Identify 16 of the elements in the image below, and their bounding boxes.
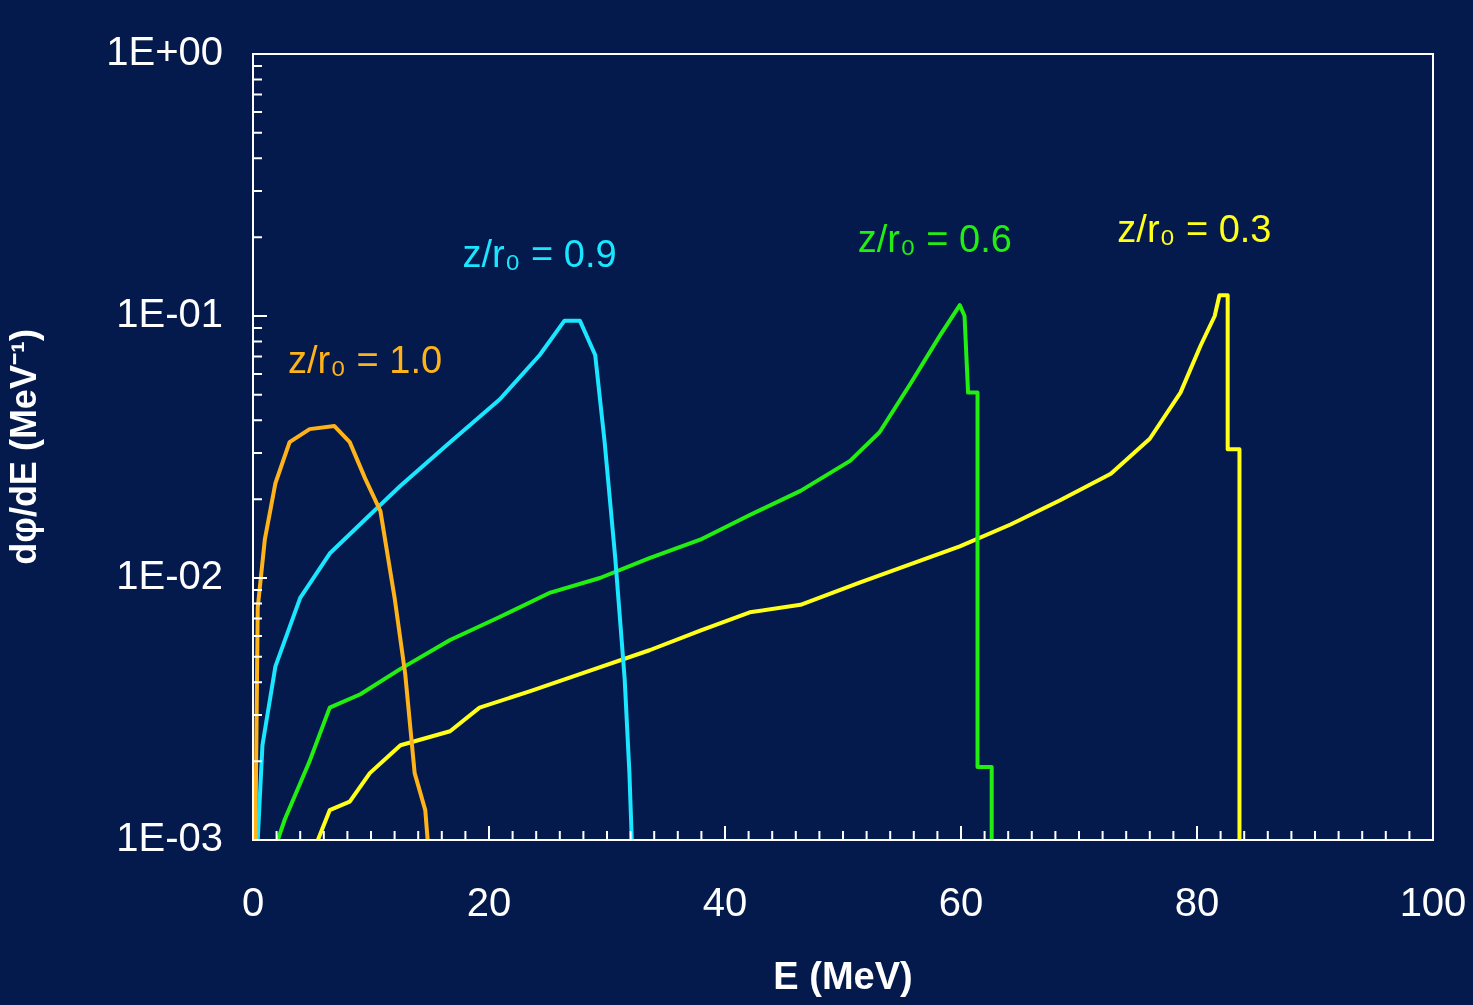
series-label: z/r₀ = 0.6	[857, 217, 1012, 260]
series-label: z/r₀ = 0.9	[462, 233, 617, 276]
x-tick-label: 100	[1399, 880, 1467, 925]
y-tick-label: 1E-01	[116, 291, 223, 336]
x-tick-label: 80	[1174, 880, 1220, 925]
series-label: z/r₀ = 0.3	[1117, 207, 1272, 250]
x-tick-label: 60	[938, 880, 984, 925]
x-axis-title: E (MeV)	[773, 954, 913, 997]
y-tick-label: 1E-02	[116, 553, 223, 598]
series-label: z/r₀ = 1.0	[288, 338, 443, 381]
y-tick-label: 1E-03	[116, 815, 223, 860]
x-tick-label: 40	[702, 880, 748, 925]
x-tick-label: 20	[466, 880, 512, 925]
x-tick-label: 0	[241, 880, 265, 925]
y-axis-title: dφ/dE (MeV⁻¹)	[2, 329, 44, 565]
y-tick-label: 1E+00	[106, 29, 223, 74]
